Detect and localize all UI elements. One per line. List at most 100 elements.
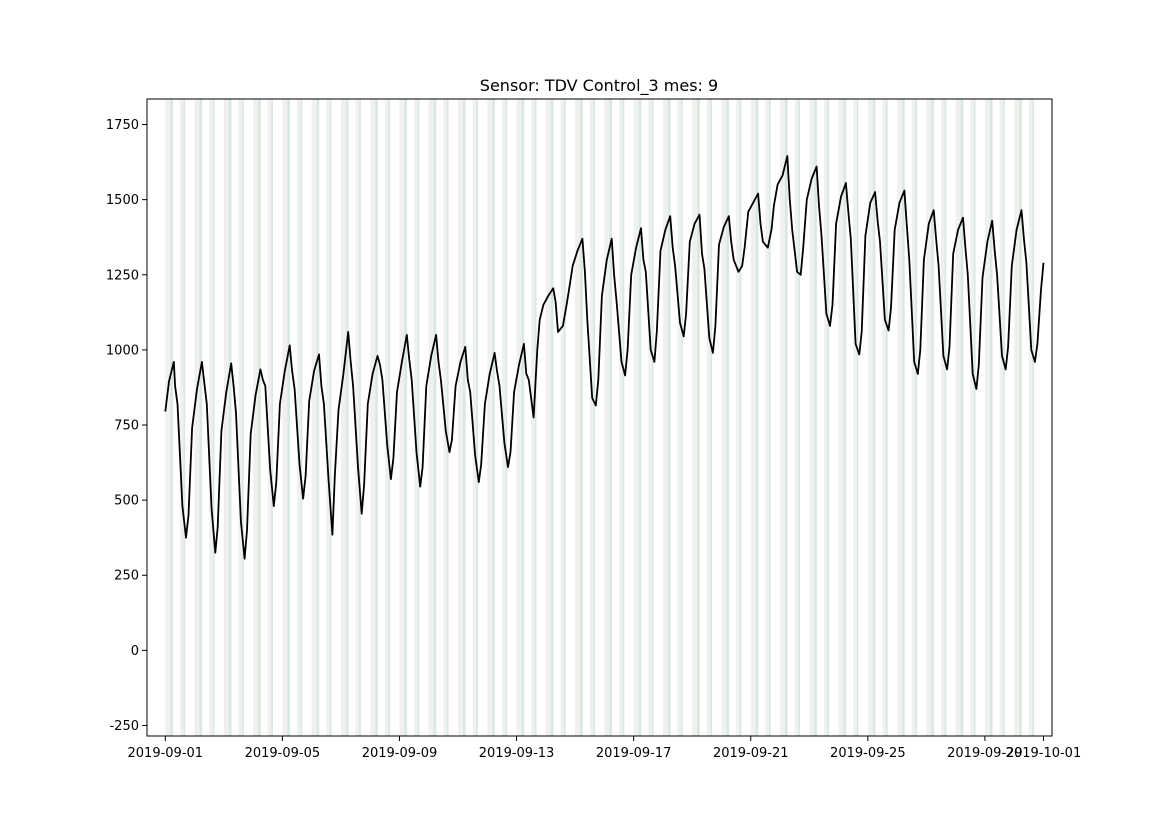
band-day23-3 bbox=[823, 99, 828, 736]
band-day12-3 bbox=[501, 99, 506, 736]
band-day27-2 bbox=[931, 99, 934, 736]
band-day19-4 bbox=[710, 99, 713, 736]
band-day15-2 bbox=[580, 99, 583, 736]
band-day5-4 bbox=[300, 99, 303, 736]
band-day11-4 bbox=[476, 99, 478, 736]
band-day7-4 bbox=[359, 99, 361, 736]
band-day3-3 bbox=[238, 99, 242, 736]
x-tick-label: 2019-09-25 bbox=[830, 746, 906, 761]
band-day9-3 bbox=[414, 99, 418, 736]
band-day3-4 bbox=[241, 99, 244, 736]
band-day25-3 bbox=[882, 99, 886, 736]
band-day15-1 bbox=[575, 99, 581, 736]
band-day26-1 bbox=[897, 99, 903, 736]
band-day6-2 bbox=[316, 99, 320, 736]
band-day24-3 bbox=[853, 99, 857, 736]
band-day9-1 bbox=[399, 99, 405, 736]
chart-title: Sensor: TDV Control_3 mes: 9 bbox=[480, 76, 718, 96]
x-tick-label: 2019-09-09 bbox=[362, 746, 438, 761]
series-line-1 bbox=[164, 155, 1045, 560]
band-day5-3 bbox=[297, 99, 301, 736]
band-day8-1 bbox=[370, 99, 376, 736]
x-axis: 2019-09-01 2019-09-05 2019-09-09 2019-09-13… bbox=[128, 736, 1082, 761]
x-tick-label: 2019-09-21 bbox=[713, 746, 789, 761]
band-day17-2 bbox=[638, 99, 642, 736]
band-day19-3 bbox=[706, 99, 711, 736]
band-day1-3 bbox=[179, 99, 184, 736]
band-day18-4 bbox=[681, 99, 683, 736]
band-day21-2 bbox=[755, 99, 759, 736]
band-day18-3 bbox=[677, 99, 682, 736]
band-day8-2 bbox=[375, 99, 378, 736]
band-day20-1 bbox=[721, 99, 727, 736]
band-day26-2 bbox=[902, 99, 905, 736]
band-day20-3 bbox=[736, 99, 740, 736]
band-day15-3 bbox=[589, 99, 594, 736]
band-day17-4 bbox=[651, 99, 654, 736]
band-day11-3 bbox=[472, 99, 477, 736]
band-day27-4 bbox=[944, 99, 947, 736]
band-day13-2 bbox=[521, 99, 525, 736]
band-day10-2 bbox=[433, 99, 437, 736]
x-tick-label: 2019-09-13 bbox=[479, 746, 555, 761]
band-day5-1 bbox=[282, 99, 288, 736]
band-day2-3 bbox=[209, 99, 213, 736]
band-day29-4 bbox=[1003, 99, 1005, 736]
band-day11-2 bbox=[462, 99, 466, 736]
y-tick-label: 0 bbox=[131, 644, 139, 659]
band-day4-2 bbox=[258, 99, 261, 736]
band-day29-2 bbox=[989, 99, 993, 736]
y-tick-label: 750 bbox=[114, 419, 139, 434]
band-day10-4 bbox=[446, 99, 449, 736]
band-day21-3 bbox=[765, 99, 769, 736]
band-day12-1 bbox=[487, 99, 493, 736]
band-day20-4 bbox=[739, 99, 742, 736]
band-day1-2 bbox=[170, 99, 173, 736]
band-day15-4 bbox=[593, 99, 596, 736]
band-day28-2 bbox=[960, 99, 964, 736]
band-day12-4 bbox=[505, 99, 508, 736]
band-day14-4 bbox=[563, 99, 566, 736]
band-day13-4 bbox=[534, 99, 537, 736]
y-tick-label: -250 bbox=[109, 719, 139, 734]
band-day13-1 bbox=[516, 99, 522, 736]
band-day8-3 bbox=[384, 99, 389, 736]
x-tick-label: 2019-10-01 bbox=[1006, 746, 1082, 761]
band-day19-1 bbox=[692, 99, 698, 736]
band-day29-3 bbox=[999, 99, 1004, 736]
band-day19-2 bbox=[697, 99, 700, 736]
band-day20-2 bbox=[726, 99, 730, 736]
band-day12-2 bbox=[492, 99, 495, 736]
band-day22-3 bbox=[794, 99, 799, 736]
band-day9-2 bbox=[404, 99, 408, 736]
band-day24-2 bbox=[843, 99, 847, 736]
band-day4-4 bbox=[271, 99, 274, 736]
y-tick-label: 1250 bbox=[106, 268, 139, 283]
shaded-bands bbox=[165, 99, 1035, 736]
band-day23-4 bbox=[827, 99, 830, 736]
x-tick-label: 2019-09-01 bbox=[128, 746, 204, 761]
band-day9-4 bbox=[417, 99, 420, 736]
y-tick-label: 1750 bbox=[106, 118, 139, 133]
x-tick-label: 2019-09-29 bbox=[947, 746, 1023, 761]
band-day11-1 bbox=[458, 99, 463, 736]
band-day28-4 bbox=[973, 99, 976, 736]
band-day25-2 bbox=[872, 99, 876, 736]
band-day23-2 bbox=[814, 99, 817, 736]
band-day14-3 bbox=[560, 99, 564, 736]
band-day22-2 bbox=[784, 99, 788, 736]
band-day24-1 bbox=[838, 99, 844, 736]
band-day28-1 bbox=[955, 99, 961, 736]
band-day1-4 bbox=[183, 99, 186, 736]
band-day5-2 bbox=[287, 99, 290, 736]
band-day26-4 bbox=[915, 99, 918, 736]
band-day6-3 bbox=[326, 99, 330, 736]
band-day8-4 bbox=[388, 99, 391, 736]
band-day21-4 bbox=[768, 99, 771, 736]
band-day27-3 bbox=[941, 99, 945, 736]
band-day1-1 bbox=[165, 99, 171, 736]
band-day17-3 bbox=[648, 99, 652, 736]
band-day14-1 bbox=[545, 99, 551, 736]
band-day2-2 bbox=[199, 99, 203, 736]
y-tick-label: 500 bbox=[114, 494, 139, 509]
